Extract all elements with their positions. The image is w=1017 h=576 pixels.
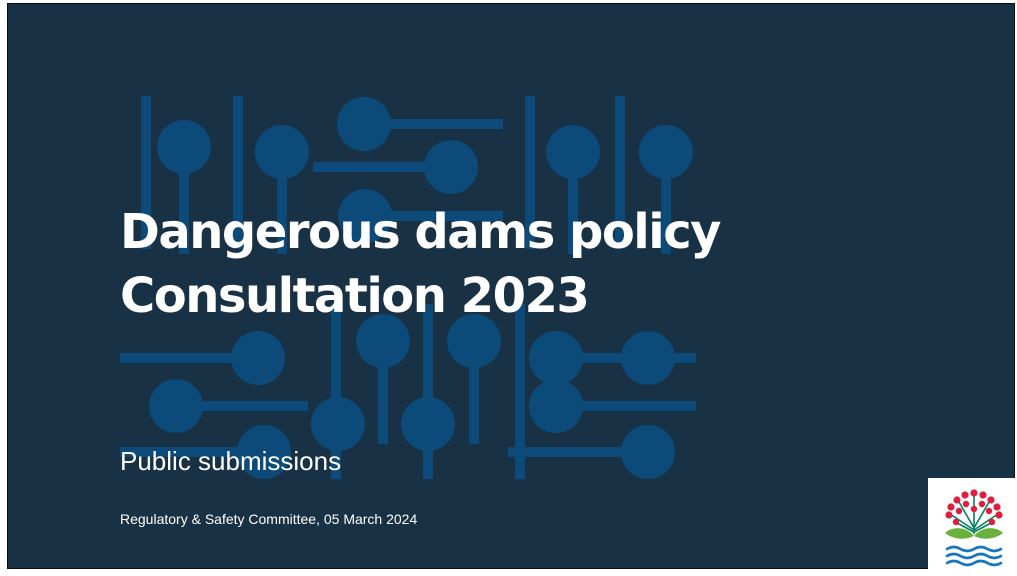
slide-title-line-2: Consultation 2023 [120, 268, 590, 324]
slide-title-line-1: Dangerous dams policy [120, 204, 721, 260]
slide-subtitle: Public submissions [120, 446, 342, 476]
council-logo [928, 478, 1017, 571]
circuit-pattern-background [120, 96, 696, 479]
slide-footer: Regulatory & Safety Committee, 05 March … [120, 511, 418, 527]
slide-title: Dangerous dams policy Consultation 2023 [120, 200, 721, 328]
pohutukawa-flower-logo-icon [945, 489, 1003, 567]
title-slide: Dangerous dams policy Consultation 2023 … [8, 4, 1014, 568]
